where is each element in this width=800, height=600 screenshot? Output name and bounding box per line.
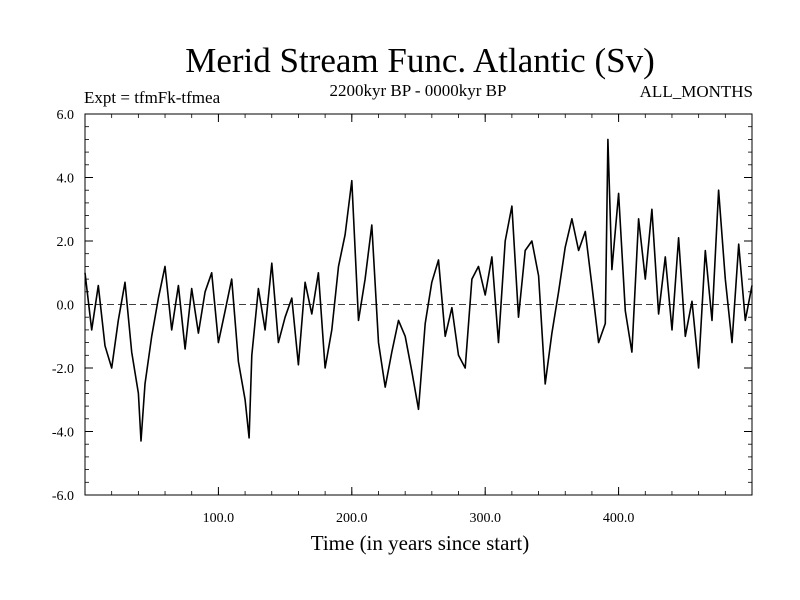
chart-title: Merid Stream Func. Atlantic (Sv) [185,41,655,80]
y-tick-label: 6.0 [57,108,75,123]
y-major-ticks [85,113,752,496]
x-tick-label: 100.0 [203,511,235,526]
y-tick-label: 4.0 [57,172,75,187]
time-range-label: 2200kyr BP - 0000kyr BP [330,81,507,100]
y-tick-label: 0.0 [57,299,75,314]
x-axis-labels: 100.0 200.0 300.0 400.0 [203,511,635,526]
x-tick-label: 200.0 [336,511,368,526]
x-axis-title: Time (in years since start) [311,531,530,555]
y-axis-labels: -6.0 -4.0 -2.0 0.0 2.0 4.0 6.0 [52,108,74,504]
series-line [84,138,753,442]
y-tick-label: -4.0 [52,426,74,441]
x-tick-label: 400.0 [603,511,635,526]
x-tick-label: 300.0 [469,511,501,526]
y-tick-label: -6.0 [52,489,74,504]
y-tick-label: 2.0 [57,235,75,250]
months-label: ALL_MONTHS [640,82,753,101]
experiment-label: Expt = tfmFk-tfmea [84,88,221,107]
plot-area [84,113,753,496]
x-major-ticks [217,114,620,495]
y-tick-label: -2.0 [52,362,74,377]
